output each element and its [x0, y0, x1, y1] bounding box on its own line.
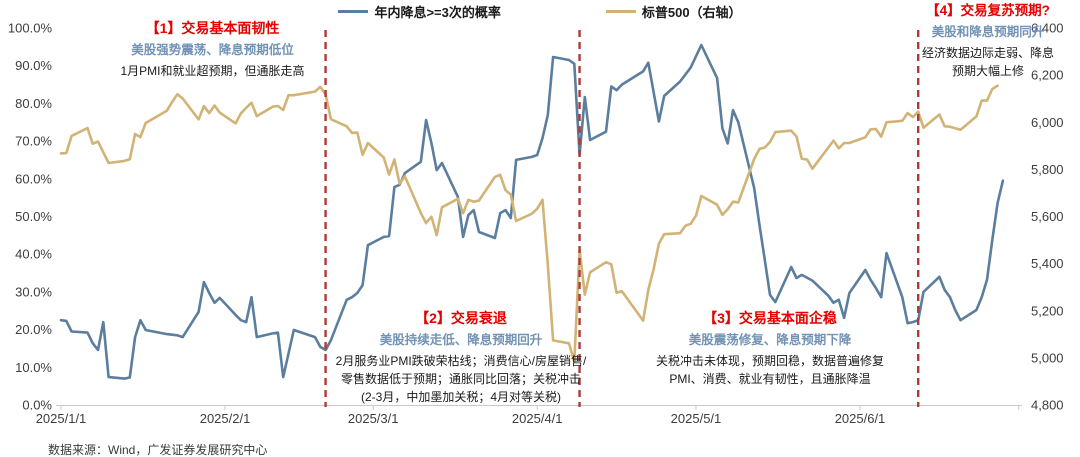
y-left-tick-label: 50.0%	[15, 209, 52, 224]
data-source-note: 数据来源：Wind，广发证券发展研究中心	[48, 443, 268, 457]
sp500-line	[59, 84, 999, 364]
legend-item-rate-cut-probability: 年内降息>=3次的概率	[338, 2, 501, 21]
annotation-phase-4-title: 【4】交易复苏预期?	[926, 3, 1050, 18]
y-left-tick-label: 0.0%	[22, 398, 52, 413]
annotation-phase-3-body: 关税冲击未体现，预期回稳，数据普遍修复 PMI、消费、就业有韧性，且通胀降温	[655, 353, 884, 386]
annotation-phase-2-title: 【2】交易衰退	[415, 310, 507, 326]
annotation-phase-2: 【2】交易衰退 美股持续走低、降息预期回升 2月服务业PMI跌破荣枯线；消费信心…	[332, 310, 590, 406]
line-swatch-tan	[605, 10, 636, 13]
rate-cut-probability-line	[59, 43, 1005, 380]
annotation-phase-3: 【3】交易基本面企稳 美股震荡修复、降息预期下降 关税冲击未体现，预期回稳，数据…	[622, 310, 918, 388]
y-right-tick-label: 5,600	[1031, 209, 1064, 224]
y-right-tick-label: 5,000	[1031, 350, 1064, 365]
annotation-phase-4: 【4】交易复苏预期? 美股和降息预期同升 经济数据边际走弱、降息 预期大幅上修	[900, 3, 1076, 80]
annotation-phase-3-title: 【3】交易基本面企稳	[703, 310, 837, 326]
annotation-phase-2-subtitle: 美股持续走低、降息预期回升	[379, 332, 543, 347]
annotation-phase-3-subtitle: 美股震荡修复、降息预期下降	[688, 332, 852, 347]
x-axis-tick-label: 2025/1/1	[36, 411, 87, 426]
y-left-tick-label: 90.0%	[15, 58, 52, 73]
annotation-phase-1-body: 1月PMI和就业超预期，但通胀走高	[120, 63, 305, 78]
x-axis-tick-label: 2025/5/1	[671, 411, 722, 426]
x-axis-tick-label: 2025/3/1	[348, 411, 399, 426]
legend-label-sp500: 标普500（右轴）	[641, 5, 742, 20]
chart-legend: 年内降息>=3次的概率 标普500（右轴）	[0, 2, 1080, 21]
y-right-tick-label: 6,200	[1031, 68, 1064, 83]
y-left-tick-label: 10.0%	[15, 360, 52, 375]
y-left-tick-label: 20.0%	[15, 322, 52, 337]
y-right-tick-label: 5,400	[1031, 256, 1064, 271]
legend-label-rate-cut-probability: 年内降息>=3次的概率	[374, 5, 501, 20]
x-axis-tick-label: 2025/6/1	[835, 411, 886, 426]
y-left-tick-label: 30.0%	[15, 284, 52, 299]
line-swatch-blue	[338, 10, 369, 13]
y-left-tick-label: 100.0%	[8, 21, 53, 36]
y-right-tick-label: 4,800	[1031, 398, 1064, 413]
legend-item-sp500: 标普500（右轴）	[605, 2, 742, 21]
y-right-tick-label: 5,800	[1031, 162, 1064, 177]
x-axis-tick-label: 2025/4/1	[512, 411, 563, 426]
annotation-phase-2-body: 2月服务业PMI跌破荣枯线；消费信心/房屋销售/ 零售数据低于预期；通胀同比回落…	[335, 353, 587, 404]
annotation-phase-1-title: 【1】交易基本面韧性	[145, 20, 280, 36]
y-left-tick-label: 70.0%	[15, 134, 52, 149]
y-right-tick-label: 6,000	[1031, 115, 1064, 130]
annotation-phase-4-subtitle: 美股和降息预期同升	[931, 24, 1045, 39]
annotation-phase-1-subtitle: 美股强势震荡、降息预期低位	[131, 42, 294, 57]
y-left-tick-label: 60.0%	[15, 171, 52, 186]
y-left-tick-label: 80.0%	[15, 96, 52, 111]
x-axis-tick-label: 2025/2/1	[200, 411, 251, 426]
y-right-tick-label: 6,400	[1031, 21, 1064, 36]
annotation-phase-1: 【1】交易基本面韧性 美股强势震荡、降息预期低位 1月PMI和就业超预期，但通胀…	[85, 20, 340, 80]
annotation-phase-4-body: 经济数据边际走弱、降息 预期大幅上修	[921, 46, 1054, 79]
y-right-tick-label: 5,200	[1031, 303, 1064, 318]
y-left-tick-label: 40.0%	[15, 247, 52, 262]
